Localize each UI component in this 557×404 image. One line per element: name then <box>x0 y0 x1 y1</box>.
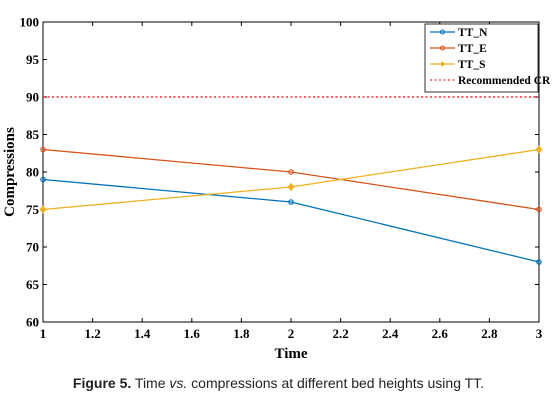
legend-label: TT_S <box>458 59 486 71</box>
data-point <box>536 259 542 265</box>
caption-label: Figure 5. <box>72 375 132 391</box>
x-tick-label: 1.8 <box>233 326 250 341</box>
line-chart: 1 1.2 1.4 1.6 1.8 2 2.2 2.4 2.6 2.8 3 60 65 70 75 80 85 9… <box>2 15 551 363</box>
caption-emphasis: vs. <box>169 375 188 391</box>
y-tick-label: 80 <box>26 165 39 180</box>
y-tick-label: 95 <box>26 52 40 67</box>
x-tick-label: 1.4 <box>134 326 151 341</box>
y-tick-label: 60 <box>26 315 39 330</box>
legend-label: TT_E <box>458 43 487 55</box>
x-tick-label: 2.6 <box>432 326 449 341</box>
y-tick-label: 85 <box>26 127 40 142</box>
axis-ticks: 1 1.2 1.4 1.6 1.8 2 2.2 2.4 2.6 2.8 3 60 65 70 75 80 85 9… <box>20 15 543 342</box>
x-tick-label: 2.4 <box>382 326 399 341</box>
data-point <box>287 182 295 192</box>
legend-marker <box>439 29 446 35</box>
legend-marker <box>439 45 446 51</box>
x-tick-label: 2.8 <box>481 326 498 341</box>
data-point <box>536 206 542 213</box>
data-point <box>288 199 294 205</box>
series-line-tt_n <box>42 178 540 263</box>
legend-label: TT_N <box>458 27 488 39</box>
data-point <box>288 169 294 175</box>
figure-caption: Figure 5. Time vs. compressions at diffe… <box>0 375 557 391</box>
data-point <box>40 176 46 183</box>
data-point <box>39 205 47 214</box>
legend-marker <box>440 61 445 67</box>
y-tick-label: 65 <box>26 277 40 292</box>
x-tick-label: 1.2 <box>84 326 100 341</box>
x-tick-label: 2 <box>288 326 295 341</box>
y-tick-label: 70 <box>26 240 39 255</box>
x-tick-label: 1 <box>40 326 47 341</box>
legend: TT_N TT_E TT_S Recommended CR <box>424 23 551 93</box>
caption-text-before: Time <box>131 375 170 391</box>
y-tick-label: 75 <box>26 202 40 217</box>
caption-text-after: compressions at different bed heights us… <box>187 375 485 391</box>
x-tick-label: 3 <box>536 326 543 341</box>
legend-box <box>424 23 539 93</box>
y-axis-title: Compressions <box>2 127 18 217</box>
x-tick-label: 2.2 <box>332 326 348 341</box>
legend-label: Recommended CR <box>458 75 551 87</box>
y-tick-label: 100 <box>20 15 40 30</box>
x-axis-title: Time <box>274 346 307 362</box>
data-point <box>40 146 46 153</box>
data-point <box>535 145 543 154</box>
x-tick-label: 1.6 <box>184 326 201 341</box>
series-group <box>39 145 543 265</box>
series-line-tt_e <box>42 148 540 211</box>
y-tick-label: 90 <box>26 90 39 105</box>
